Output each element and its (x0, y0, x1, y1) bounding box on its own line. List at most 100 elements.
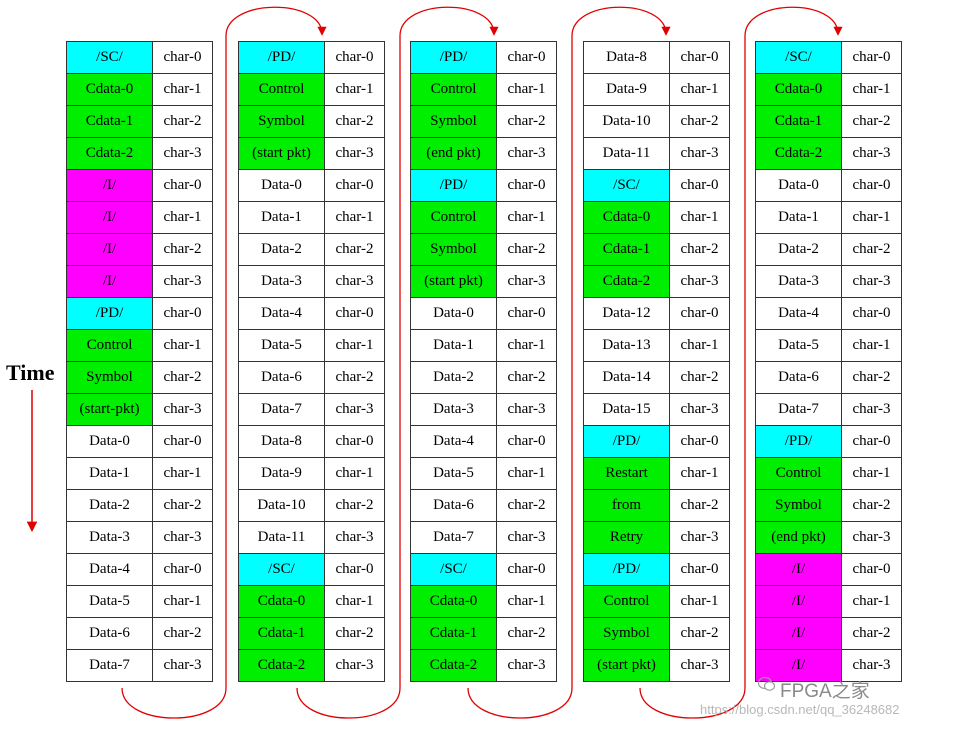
char-lane-cell: char-2 (670, 362, 730, 394)
symbol-row: Data-9 char-1 (584, 74, 730, 106)
char-lane-cell: char-1 (670, 330, 730, 362)
char-lane-cell: char-3 (670, 394, 730, 426)
char-lane-cell: char-2 (153, 362, 213, 394)
symbol-row: Cdata-2 char-3 (239, 650, 385, 682)
symbol-row: Symbol char-2 (756, 490, 902, 522)
symbol-row: Data-6 char-2 (756, 362, 902, 394)
symbol-row: Data-0 char-0 (67, 426, 213, 458)
symbol-row: Data-4 char-0 (411, 426, 557, 458)
char-lane-cell: char-2 (497, 490, 557, 522)
char-lane-cell: char-2 (325, 234, 385, 266)
column-5: /SC/char-0 Cdata-0 char-1 Cdata-1 char-2 Cdat… (755, 41, 902, 682)
symbol-row: Data-0 char-0 (239, 170, 385, 202)
symbol-name-cell: Cdata-1 (411, 618, 497, 650)
char-lane-cell: char-2 (842, 106, 902, 138)
symbol-row: Cdata-1 char-2 (756, 106, 902, 138)
symbol-name-cell: Cdata-1 (239, 618, 325, 650)
char-lane-cell: char-2 (325, 362, 385, 394)
symbol-name-cell: /PD/ (67, 298, 153, 330)
symbol-row: Data-6 char-2 (411, 490, 557, 522)
symbol-name-cell: /I/ (67, 202, 153, 234)
char-lane-cell: char-1 (842, 202, 902, 234)
symbol-row: Cdata-1 char-2 (239, 618, 385, 650)
symbol-name-cell: Data-0 (67, 426, 153, 458)
char-lane-cell: char-3 (842, 138, 902, 170)
char-lane-cell: char-0 (325, 426, 385, 458)
symbol-name-cell: Restart (584, 458, 670, 490)
char-lane-cell: char-2 (670, 234, 730, 266)
top-connector-4 (744, 6, 843, 688)
symbol-name-cell: Data-2 (239, 234, 325, 266)
symbol-name-cell: Control (411, 74, 497, 106)
symbol-row: /PD/char-0 (239, 42, 385, 74)
char-lane-cell: char-1 (153, 458, 213, 490)
symbol-row: Control char-1 (411, 74, 557, 106)
symbol-row: /I/char-2 (756, 618, 902, 650)
symbol-name-cell: (end pkt) (411, 138, 497, 170)
char-lane-cell: char-1 (670, 458, 730, 490)
char-lane-cell: char-2 (153, 618, 213, 650)
symbol-name-cell: Data-13 (584, 330, 670, 362)
symbol-row: Data-2 char-2 (411, 362, 557, 394)
char-lane-cell: char-3 (153, 650, 213, 682)
symbol-name-cell: /I/ (67, 170, 153, 202)
symbol-row: (end pkt) char-3 (411, 138, 557, 170)
char-lane-cell: char-0 (153, 298, 213, 330)
symbol-name-cell: Cdata-0 (584, 202, 670, 234)
symbol-row: Control char-1 (239, 74, 385, 106)
char-lane-cell: char-0 (670, 554, 730, 586)
char-lane-cell: char-1 (325, 202, 385, 234)
symbol-name-cell: /PD/ (411, 42, 497, 74)
top-connector-3 (571, 6, 671, 688)
symbol-name-cell: Data-1 (756, 202, 842, 234)
symbol-row: (start pkt) char-3 (584, 650, 730, 682)
char-lane-cell: char-1 (497, 330, 557, 362)
char-lane-cell: char-1 (497, 458, 557, 490)
symbol-row: Symbol char-2 (411, 106, 557, 138)
symbol-name-cell: /I/ (756, 586, 842, 618)
symbol-name-cell: Control (239, 74, 325, 106)
symbol-row: Data-13 char-1 (584, 330, 730, 362)
symbol-row: Data-8 char-0 (239, 426, 385, 458)
symbol-row: Data-14 char-2 (584, 362, 730, 394)
char-lane-cell: char-2 (153, 106, 213, 138)
char-lane-cell: char-2 (842, 618, 902, 650)
symbol-row: /I/char-1 (756, 586, 902, 618)
symbol-name-cell: /SC/ (411, 554, 497, 586)
symbol-row: Data-7 char-3 (756, 394, 902, 426)
symbol-row: Data-1 char-1 (239, 202, 385, 234)
symbol-row: Data-5 char-1 (411, 458, 557, 490)
symbol-name-cell: Data-10 (584, 106, 670, 138)
char-lane-cell: char-3 (842, 266, 902, 298)
char-lane-cell: char-3 (325, 522, 385, 554)
time-label: Time (6, 360, 55, 385)
symbol-name-cell: (start pkt) (239, 138, 325, 170)
symbol-name-cell: Control (756, 458, 842, 490)
char-lane-cell: char-2 (497, 618, 557, 650)
symbol-row: Data-4 char-0 (756, 298, 902, 330)
char-lane-cell: char-0 (842, 170, 902, 202)
bottom-connector-3 (467, 687, 573, 719)
symbol-name-cell: Cdata-2 (411, 650, 497, 682)
symbol-name-cell: Data-10 (239, 490, 325, 522)
char-lane-cell: char-3 (842, 394, 902, 426)
symbol-row: Cdata-1 char-2 (67, 106, 213, 138)
symbol-name-cell: Data-2 (67, 490, 153, 522)
symbol-row: Data-1 char-1 (411, 330, 557, 362)
char-lane-cell: char-0 (670, 42, 730, 74)
char-lane-cell: char-0 (497, 298, 557, 330)
symbol-row: Data-10 char-2 (239, 490, 385, 522)
char-lane-cell: char-3 (325, 266, 385, 298)
char-lane-cell: char-3 (842, 650, 902, 682)
symbol-row: (end pkt) char-3 (756, 522, 902, 554)
symbol-row: Cdata-0 char-1 (756, 74, 902, 106)
symbol-name-cell: /SC/ (584, 170, 670, 202)
symbol-row: Data-0 char-0 (756, 170, 902, 202)
symbol-name-cell: Data-7 (411, 522, 497, 554)
char-lane-cell: char-1 (325, 330, 385, 362)
symbol-row: Data-1 char-1 (756, 202, 902, 234)
symbol-row: Data-7 char-3 (411, 522, 557, 554)
symbol-name-cell: Cdata-0 (67, 74, 153, 106)
char-lane-cell: char-3 (842, 522, 902, 554)
symbol-name-cell: /PD/ (584, 426, 670, 458)
